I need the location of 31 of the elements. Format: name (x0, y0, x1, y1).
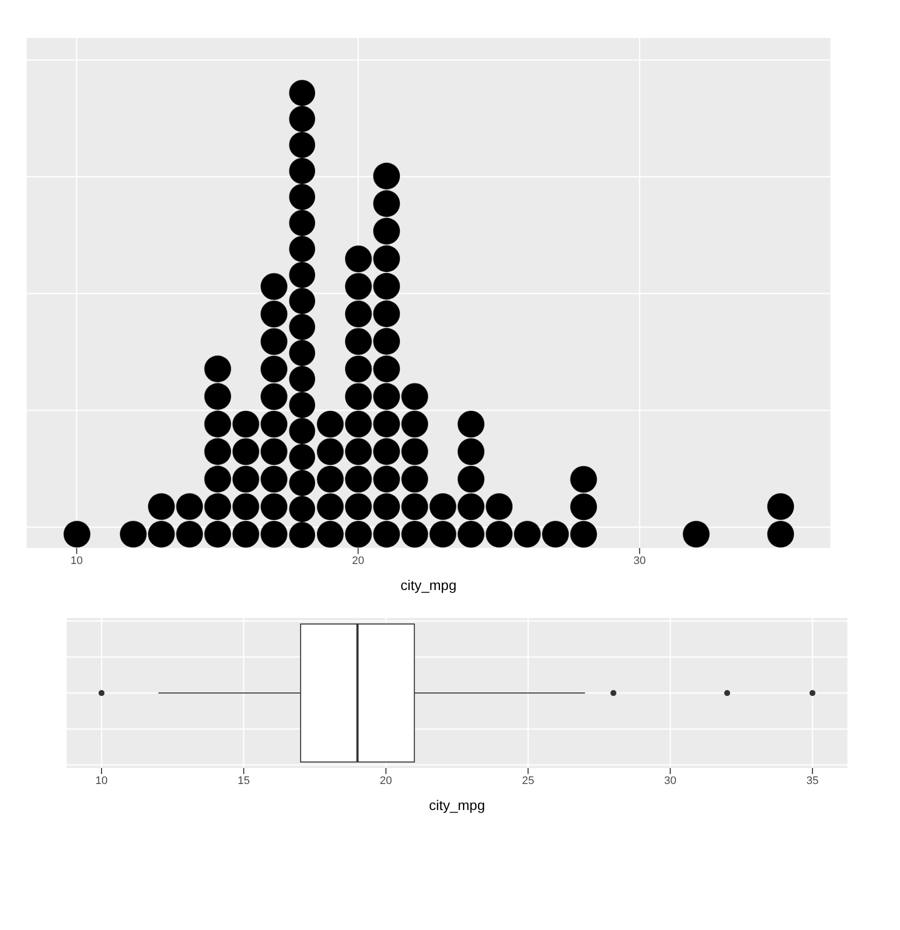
bar (120, 520, 147, 548)
bar (316, 410, 344, 548)
x-tick-label: 10 (95, 774, 108, 787)
x-tick-label: 10 (70, 554, 83, 567)
bar (486, 492, 513, 548)
x-tick-label: 20 (352, 554, 364, 567)
x-tick-label: 30 (664, 774, 676, 787)
bar (430, 492, 456, 548)
bar (401, 382, 428, 548)
x-tick-label: 20 (380, 774, 392, 787)
x-tick-label: 30 (633, 554, 646, 567)
bar (570, 466, 597, 548)
x-tick-label: 35 (806, 774, 819, 787)
x-tick-label: 15 (238, 774, 250, 787)
x-axis-title: city_mpg (400, 577, 457, 593)
bar (682, 520, 710, 548)
bar (204, 355, 232, 548)
bar (458, 410, 484, 548)
bar (232, 410, 260, 548)
x-axis-title: city_mpg (428, 797, 486, 813)
bar (288, 80, 316, 548)
bar (767, 492, 794, 548)
bar (148, 492, 175, 548)
bar (345, 245, 372, 548)
bar (542, 520, 569, 548)
bar (514, 520, 541, 548)
x-tick-label: 25 (522, 774, 534, 787)
bar (373, 162, 400, 548)
bar (64, 520, 90, 548)
bar (176, 492, 203, 548)
bar (260, 272, 288, 548)
